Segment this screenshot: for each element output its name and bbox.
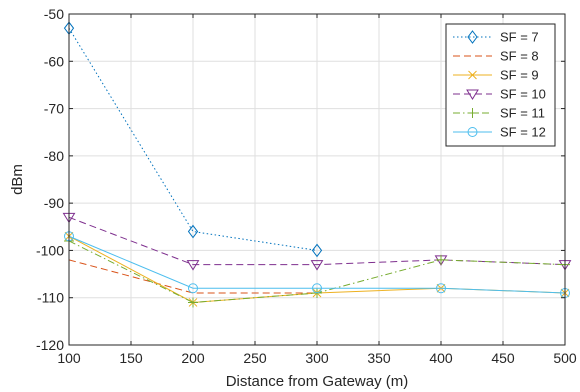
series-line bbox=[68, 216, 566, 266]
series-line bbox=[68, 259, 317, 294]
series-line bbox=[68, 235, 566, 294]
data-point bbox=[436, 254, 446, 265]
x-tick-label: 400 bbox=[429, 350, 453, 366]
series-2 bbox=[68, 259, 317, 294]
y-tick-label: -120 bbox=[36, 337, 64, 353]
y-tick-label: -100 bbox=[36, 242, 64, 258]
legend-entry: SF = 9 bbox=[453, 68, 539, 83]
legend-entry: SF = 10 bbox=[453, 87, 546, 102]
legend-label: SF = 8 bbox=[500, 49, 539, 64]
y-axis-label: dBm bbox=[9, 164, 26, 195]
x-tick-label: 350 bbox=[367, 350, 391, 366]
legend: SF = 7 SF = 8 SF = 9 SF = 10 SF = 11 SF = 12 bbox=[445, 23, 556, 147]
y-tick-label: -110 bbox=[37, 290, 64, 306]
legend-marker bbox=[468, 70, 477, 80]
legend-entry: SF = 7 bbox=[453, 30, 539, 45]
x-tick-label: 450 bbox=[491, 350, 515, 366]
legend-label: SF = 12 bbox=[500, 125, 546, 140]
legend-entry: SF = 8 bbox=[453, 49, 539, 64]
y-tick-label: -70 bbox=[44, 101, 64, 117]
legend-marker bbox=[467, 108, 478, 118]
data-point bbox=[311, 243, 323, 258]
legend-label: SF = 7 bbox=[500, 30, 539, 45]
x-axis-label: Distance from Gateway (m) bbox=[226, 373, 409, 390]
x-tick-label: 100 bbox=[57, 350, 81, 366]
y-tick-label: -60 bbox=[44, 53, 64, 69]
legend-entry: SF = 12 bbox=[453, 125, 546, 140]
legend-marker bbox=[467, 30, 478, 44]
data-point bbox=[188, 297, 198, 308]
x-tick-label: 500 bbox=[553, 350, 577, 366]
data-point bbox=[186, 260, 200, 271]
data-point bbox=[188, 283, 198, 294]
x-tick-label: 150 bbox=[119, 350, 143, 366]
x-tick-label: 250 bbox=[243, 350, 267, 366]
data-point bbox=[187, 224, 199, 239]
legend-marker bbox=[466, 89, 479, 100]
data-point bbox=[436, 283, 446, 294]
legend-box bbox=[445, 23, 556, 147]
y-tick-label: -50 bbox=[44, 6, 64, 22]
data-point bbox=[310, 260, 324, 271]
legend-label: SF = 11 bbox=[500, 106, 545, 121]
y-tick-label: -80 bbox=[44, 148, 64, 164]
data-point bbox=[312, 283, 322, 294]
legend-label: SF = 10 bbox=[500, 87, 546, 102]
legend-entry: SF = 11 bbox=[453, 106, 545, 121]
legend-label: SF = 9 bbox=[500, 68, 539, 83]
x-tick-label: 300 bbox=[305, 350, 329, 366]
axis-ticks: 100 150 200 250 300 350 400 450 500 -50 -60 -70 -80 -… bbox=[36, 6, 577, 366]
x-tick-label: 200 bbox=[181, 350, 205, 366]
y-tick-label: -90 bbox=[44, 195, 64, 211]
legend-marker bbox=[467, 127, 478, 137]
